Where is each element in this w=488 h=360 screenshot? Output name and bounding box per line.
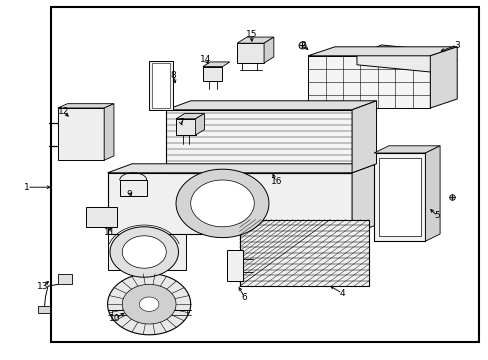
Bar: [239, 220, 368, 286]
Polygon shape: [190, 180, 254, 227]
Polygon shape: [107, 164, 376, 173]
Polygon shape: [227, 250, 243, 281]
Polygon shape: [429, 47, 456, 108]
Polygon shape: [110, 227, 178, 277]
Polygon shape: [203, 62, 229, 67]
Text: 7: 7: [178, 118, 183, 127]
Text: 6: 6: [241, 292, 247, 302]
Polygon shape: [104, 104, 114, 160]
Polygon shape: [58, 104, 114, 108]
Text: 5: 5: [434, 211, 440, 220]
Polygon shape: [307, 47, 456, 56]
Polygon shape: [176, 119, 195, 135]
Polygon shape: [166, 110, 351, 173]
Text: 16: 16: [270, 177, 282, 186]
Polygon shape: [237, 43, 264, 63]
Polygon shape: [176, 169, 268, 238]
Text: 13: 13: [37, 282, 49, 291]
Bar: [378, 158, 420, 236]
Bar: [152, 63, 169, 108]
Polygon shape: [237, 37, 273, 43]
Polygon shape: [203, 67, 222, 81]
Text: 15: 15: [245, 30, 257, 39]
Polygon shape: [373, 146, 439, 153]
Text: 11: 11: [104, 228, 116, 237]
Polygon shape: [195, 113, 204, 135]
Text: 9: 9: [126, 190, 132, 199]
Polygon shape: [85, 207, 117, 227]
Text: 14: 14: [199, 55, 211, 64]
Polygon shape: [307, 56, 429, 108]
Polygon shape: [139, 297, 159, 311]
Polygon shape: [107, 173, 351, 234]
Text: 12: 12: [58, 107, 69, 116]
Polygon shape: [38, 306, 50, 313]
Polygon shape: [107, 234, 185, 270]
Bar: [58, 108, 104, 160]
Polygon shape: [356, 45, 456, 72]
Polygon shape: [264, 37, 273, 63]
Text: 8: 8: [170, 71, 176, 80]
Polygon shape: [351, 164, 376, 234]
Text: 3: 3: [453, 40, 459, 49]
Polygon shape: [176, 113, 204, 119]
Text: 10: 10: [109, 314, 121, 323]
Polygon shape: [425, 146, 439, 241]
Text: 1: 1: [24, 183, 30, 192]
Text: 4: 4: [339, 289, 345, 298]
Bar: [373, 153, 425, 241]
Polygon shape: [122, 284, 176, 324]
Polygon shape: [107, 274, 190, 335]
Bar: [149, 61, 172, 110]
Polygon shape: [351, 101, 376, 173]
Polygon shape: [122, 236, 166, 268]
Bar: [51, 7, 478, 342]
Polygon shape: [166, 101, 376, 110]
Polygon shape: [58, 274, 72, 284]
Polygon shape: [120, 180, 146, 196]
Text: 2: 2: [300, 40, 305, 49]
